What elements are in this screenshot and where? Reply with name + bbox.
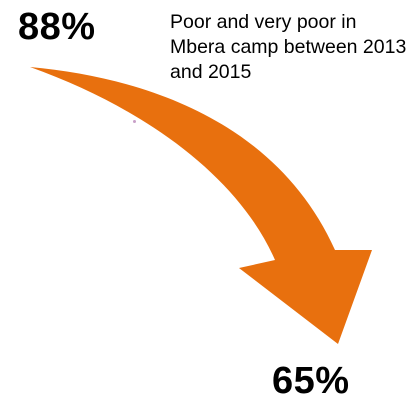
decorative-dot (133, 120, 136, 123)
caption-text: Poor and very poor in Mbera camp between… (170, 11, 407, 83)
start-percentage: 88% (18, 6, 96, 48)
end-percentage: 65% (272, 360, 350, 402)
curved-arrow-shape (30, 67, 372, 344)
